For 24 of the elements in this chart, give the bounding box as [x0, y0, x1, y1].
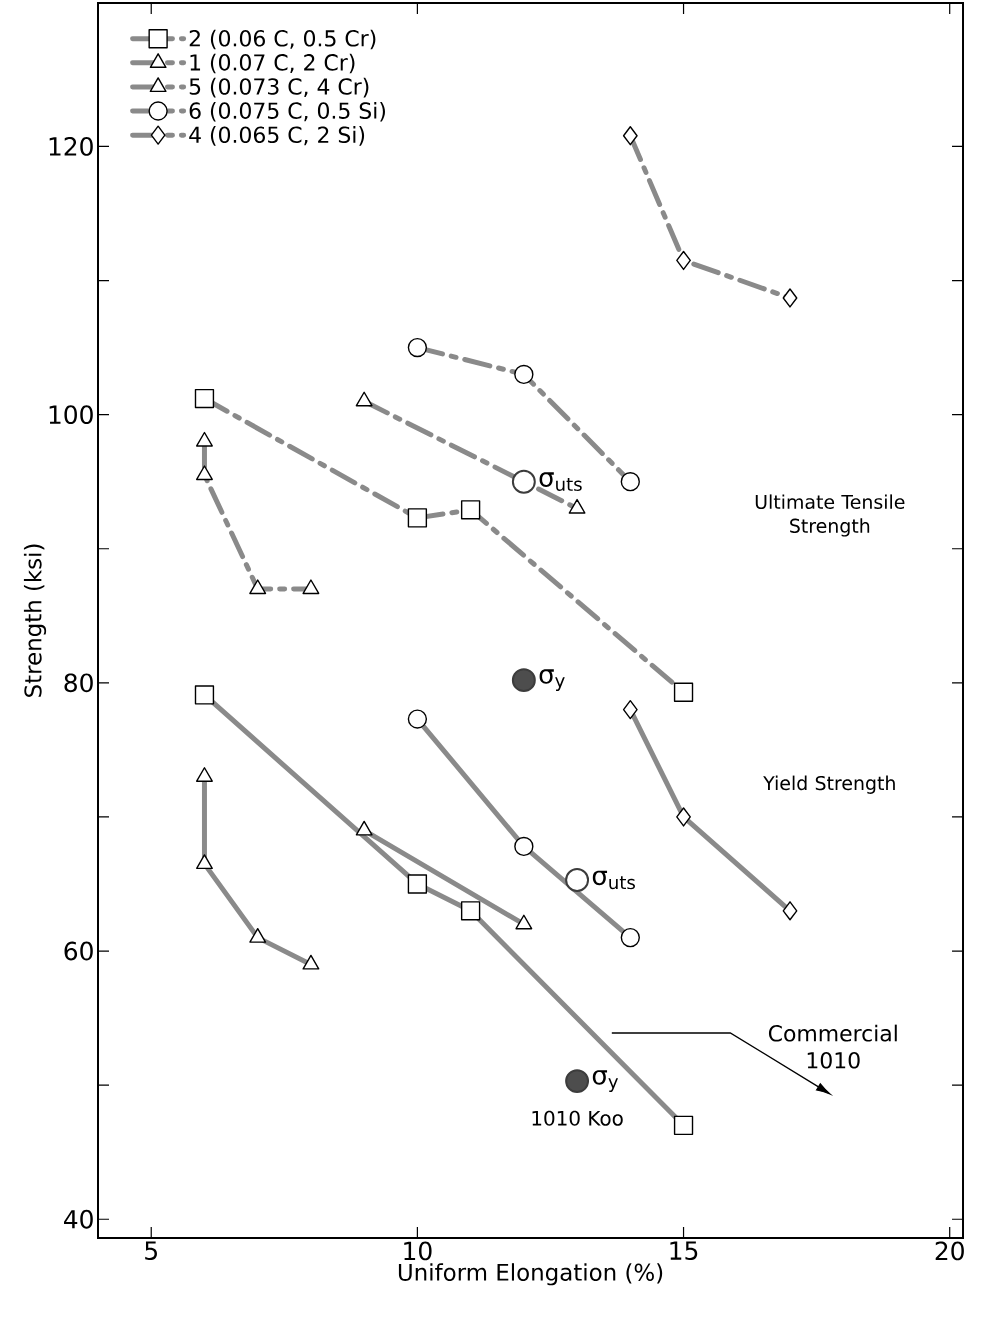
legend-label: σ$_{uts}$: [539, 472, 582, 491]
legend-label: 1 (0.07 C, 2 Cr): [190, 53, 355, 74]
text: σ$_{uts}$: [592, 870, 635, 890]
y-tick-label: 100: [49, 405, 93, 425]
annotation: 1010 Koo: [532, 1110, 623, 1126]
legend-label: 5 (0.073 C, 4 Cr): [189, 77, 369, 98]
y-tick-label: 120: [49, 137, 93, 156]
x-tick-label: 15: [670, 1241, 698, 1261]
y-tick-label: 60: [64, 941, 93, 961]
y-tick-label: 40: [64, 1209, 93, 1229]
legend-label: 4 (0.065 C, 2 Si): [189, 126, 365, 146]
y-axis-title: Strength (ksi): [23, 544, 47, 697]
annotation: Ultimate Tensile Strength: [755, 494, 905, 537]
x-axis-title: Uniform Elongation (%): [398, 1263, 663, 1286]
x-tick-label: 5: [145, 1241, 157, 1261]
x-tick-label: 10: [404, 1241, 432, 1261]
annotation: Yield Strength: [763, 775, 895, 794]
legend-label: 2 (0.06 C, 0.5 Cr): [189, 29, 376, 50]
x-tick-label: 20: [935, 1241, 964, 1261]
legend-label: σ$_{y}$: [539, 669, 565, 691]
y-tick-label: 80: [64, 673, 93, 693]
annotation: Commercial 1010: [768, 1024, 897, 1069]
legend-label: 6 (0.075 C, 0.5 Si): [189, 101, 385, 122]
text: σ$_{y}$: [592, 1070, 618, 1092]
